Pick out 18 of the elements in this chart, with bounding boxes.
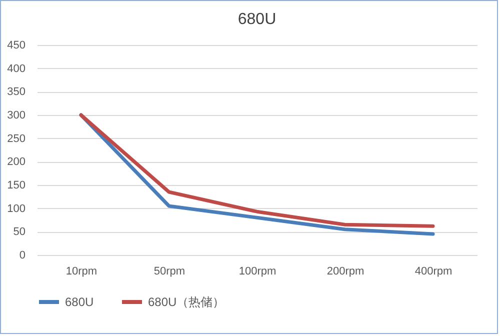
legend-label: 680U [65,295,94,309]
y-tick-label: 100 [7,202,26,215]
y-tick-label: 400 [7,62,26,75]
y-tick-label: 50 [13,226,26,238]
y-tick-label: 350 [7,86,26,98]
y-tick-label: 300 [7,110,26,122]
y-tick-label: 250 [7,132,26,145]
chart-title: 680U [238,11,276,28]
x-tick-label: 50rpm [154,266,186,278]
x-tick-label: 400rpm [414,266,452,278]
y-tick-label: 150 [7,180,26,192]
x-tick-label: 10rpm [66,266,98,278]
y-tick-label: 0 [19,250,26,262]
x-tick-label: 200rpm [326,266,364,278]
x-tick-label: 100rpm [238,266,276,278]
y-tick-label: 200 [7,156,26,168]
y-tick-label: 450 [7,40,26,52]
legend-label: 680U（热储） [148,295,225,309]
